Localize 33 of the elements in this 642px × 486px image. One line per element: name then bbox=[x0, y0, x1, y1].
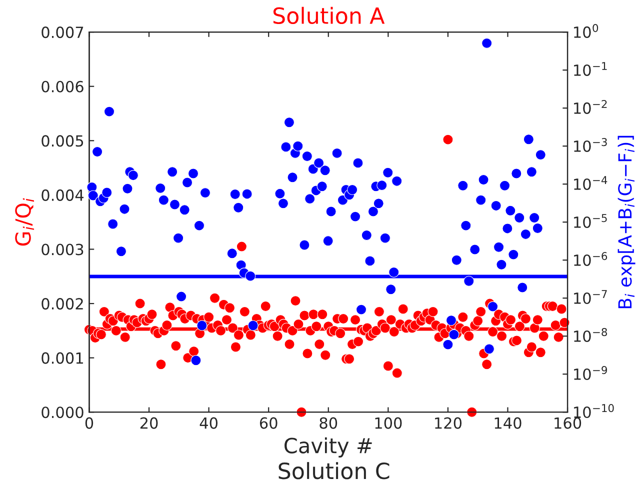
x-tick-label: 20 bbox=[140, 417, 158, 429]
text: Solution C bbox=[278, 462, 390, 480]
y-tick-label: 0.004 bbox=[42, 189, 84, 201]
x-tick-label: 0 bbox=[85, 417, 94, 429]
y2-tick-label: 10$^{−4}$ bbox=[574, 176, 608, 190]
x-tick-label: 140 bbox=[494, 417, 522, 429]
y-tick-label: 0.000 bbox=[42, 406, 84, 418]
y-axis-title: G$_{i}$/Q$_{i}$ bbox=[15, 198, 34, 246]
y2-tick-label: 10$^{−6}$ bbox=[574, 252, 608, 266]
text: B$_{i}$ exp[A+B$_{i}$(G$_{i}$−F$_{i}$)] bbox=[618, 136, 636, 308]
y2-tick-label: 10$^{−2}$ bbox=[574, 100, 607, 114]
y-tick-label: 0.003 bbox=[42, 244, 84, 256]
y2-tick-label: 10$^{−10}$ bbox=[574, 404, 614, 418]
y-tick-label: 0.006 bbox=[42, 80, 84, 92]
y2-tick-label: 10$^{−8}$ bbox=[574, 328, 608, 342]
x-tick-label: 100 bbox=[375, 417, 402, 429]
chart-title: Solution A bbox=[273, 6, 385, 24]
y2-tick-label: 10$^{−5}$ bbox=[574, 214, 607, 228]
x-tick-label: 80 bbox=[320, 417, 338, 429]
x-tick-label: 160 bbox=[554, 417, 582, 429]
x-tick-label: 120 bbox=[435, 417, 462, 429]
y-tick-label: 0.007 bbox=[42, 26, 84, 38]
y-tick-label: 0.002 bbox=[42, 298, 83, 310]
y2-tick-label: 10$^{−1}$ bbox=[574, 62, 607, 76]
y-tick-label: 0.005 bbox=[42, 135, 84, 147]
x-tick-label: 40 bbox=[200, 417, 218, 429]
y2-tick-label: 10$^{−3}$ bbox=[574, 138, 607, 152]
y2-tick-label: 10$^{0}$ bbox=[574, 24, 598, 38]
y-tick-label: 0.001 bbox=[42, 352, 83, 364]
x-tick-label: 60 bbox=[260, 417, 278, 429]
x-axis-title: Cavity # bbox=[284, 437, 372, 458]
y2-tick-label: 10$^{−7}$ bbox=[574, 290, 607, 304]
y2-tick-label: 10$^{−9}$ bbox=[574, 366, 607, 380]
